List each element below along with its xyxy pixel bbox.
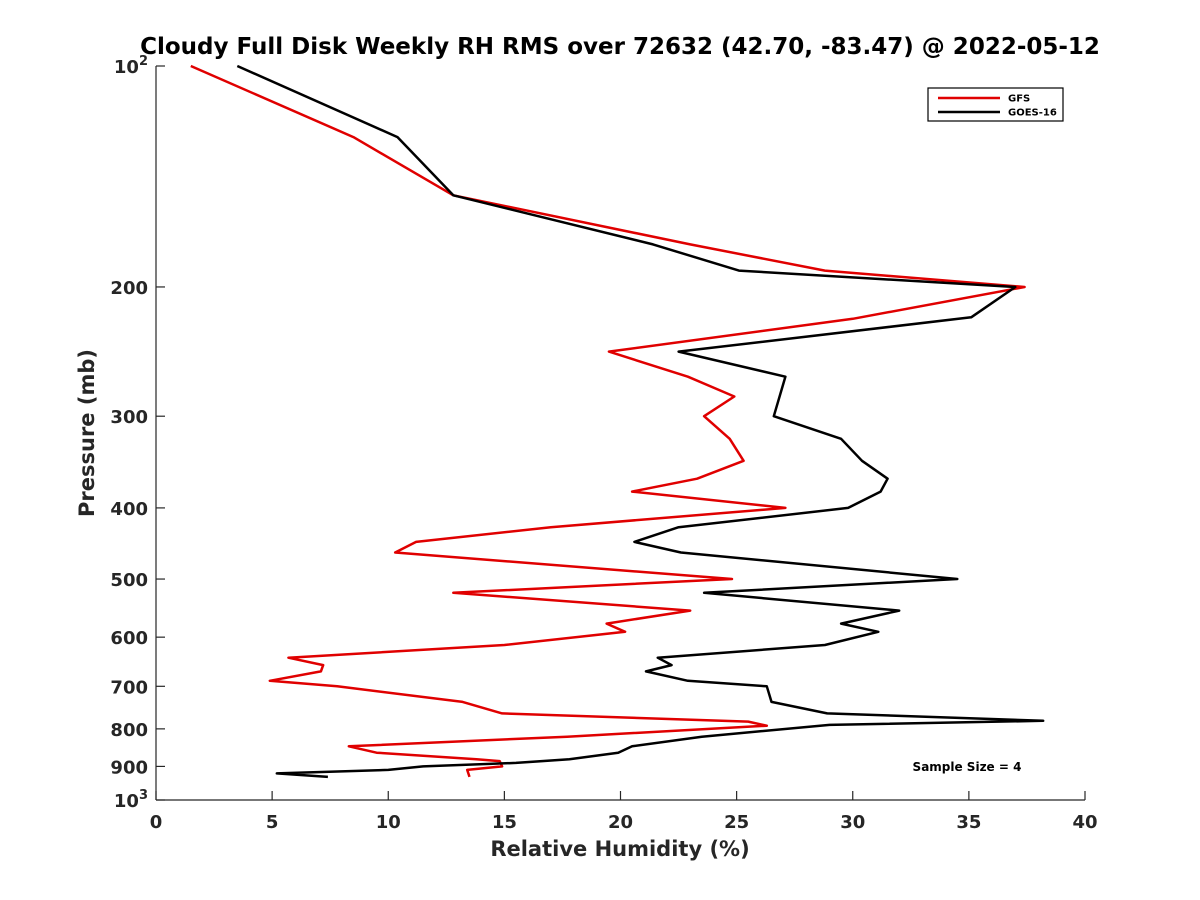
y-axis-label: Pressure (mb): [75, 349, 99, 517]
x-tick-label: 30: [840, 812, 865, 833]
chart-title: Cloudy Full Disk Weekly RH RMS over 7263…: [140, 34, 1100, 60]
y-tick-label: 300: [110, 407, 148, 428]
y-tick-label: 700: [110, 677, 148, 698]
legend-box: [927, 87, 1064, 122]
y-tick-label: 600: [110, 628, 148, 649]
x-tick-label: 25: [724, 812, 749, 833]
series-line-gfs: [190, 64, 1026, 778]
legend-label: GOES-16: [1008, 108, 1057, 119]
series-line-goes-16: [236, 64, 1045, 779]
y-tick-label: 102: [114, 54, 148, 78]
x-axis-label: Relative Humidity (%): [490, 837, 749, 861]
x-tick-label: 10: [376, 812, 401, 833]
x-tick-label: 20: [608, 812, 633, 833]
legend: GFS GOES-16: [927, 87, 1064, 122]
y-tick-label: 900: [110, 757, 148, 778]
y-tick-label: 200: [110, 278, 148, 299]
legend-label: GFS: [1008, 94, 1030, 105]
plot-area: 0 5 10 15 20 25 30 35 40 102 200 300 400 500 600 700 800…: [110, 54, 1097, 833]
x-tick-label: 40: [1072, 812, 1097, 833]
sample-size-annotation: Sample Size = 4: [913, 760, 1022, 774]
x-tick-label: 15: [492, 812, 517, 833]
y-tick-label: 500: [110, 570, 148, 591]
y-tick-label: 400: [110, 499, 148, 520]
x-tick-label: 35: [956, 812, 981, 833]
y-tick-label: 800: [110, 720, 148, 741]
y-tick-label: 103: [114, 788, 148, 812]
x-tick-label: 5: [266, 812, 279, 833]
x-tick-label: 0: [150, 812, 163, 833]
